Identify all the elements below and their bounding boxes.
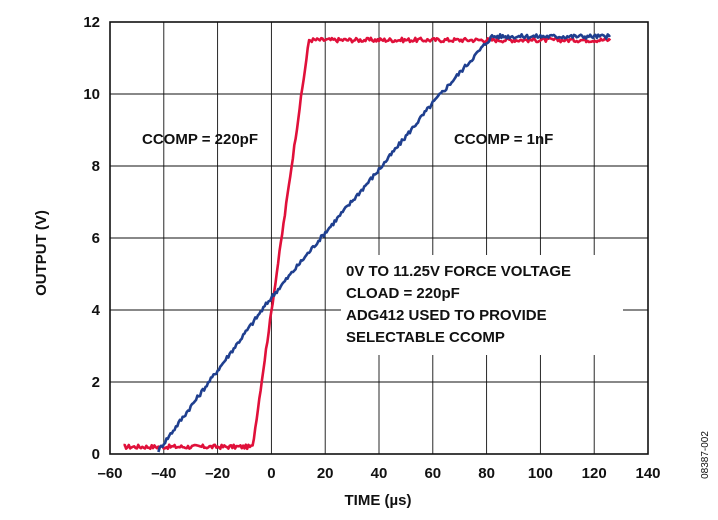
y-tick-label: 0 (92, 446, 100, 463)
annotation-ccomp-220pf: CCOMP = 220pF (142, 131, 258, 148)
y-axis-title: OUTPUT (V) (33, 210, 50, 296)
annotation-force-voltage: 0V TO 11.25V FORCE VOLTAGE (346, 263, 571, 280)
annotation-box (341, 255, 623, 355)
series-layer (123, 33, 612, 453)
grid (109, 21, 649, 455)
annotation-cload: CLOAD = 220pF (346, 285, 460, 302)
figure-id: 08387-002 (700, 431, 711, 479)
series-line (123, 36, 612, 451)
x-tick-label: 100 (528, 465, 553, 482)
y-tick-label: 2 (92, 374, 100, 391)
x-tick-label: 0 (267, 465, 275, 482)
x-tick-label: 20 (317, 465, 334, 482)
x-tick-label: –20 (205, 465, 230, 482)
x-tick-label: 80 (478, 465, 495, 482)
x-tick-label: 140 (635, 465, 660, 482)
tick-labels: –60 –40 –20 0 20 40 60 80 100 120 140 0 2 4 6 8 10 12 (83, 14, 660, 482)
y-tick-label: 10 (83, 86, 100, 103)
x-tick-label: 120 (582, 465, 607, 482)
y-tick-label: 4 (92, 302, 101, 319)
x-tick-label: 40 (371, 465, 388, 482)
series-line (157, 33, 611, 453)
plot-frame (109, 21, 649, 455)
x-axis-title: TIME (µs) (345, 492, 412, 509)
annotation-selectable: SELECTABLE CCOMP (346, 329, 505, 346)
y-tick-label: 6 (92, 230, 100, 247)
y-tick-label: 8 (92, 158, 100, 175)
annotation-adg412: ADG412 USED TO PROVIDE (346, 307, 547, 324)
x-tick-label: –40 (151, 465, 176, 482)
x-tick-label: –60 (97, 465, 122, 482)
x-tick-label: 60 (424, 465, 441, 482)
y-tick-label: 12 (83, 14, 100, 31)
annotation-ccomp-1nf: CCOMP = 1nF (454, 131, 553, 148)
